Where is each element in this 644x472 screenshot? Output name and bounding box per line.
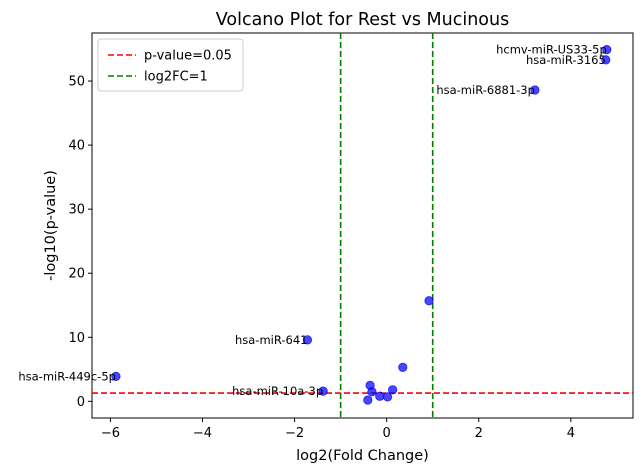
legend-label: p-value=0.05 [144, 49, 232, 64]
data-point [530, 85, 540, 95]
legend-label: log2FC=1 [144, 70, 208, 85]
y-tick-label: 10 [68, 331, 85, 346]
x-tick-label: 2 [475, 426, 483, 441]
data-points [111, 45, 612, 405]
data-point [398, 362, 408, 372]
x-tick-label: 4 [567, 426, 575, 441]
x-tick-label: 0 [383, 426, 391, 441]
point-label: hsa-miR-449c-5p [18, 369, 116, 383]
data-point [388, 385, 398, 395]
chart-title: Volcano Plot for Rest vs Mucinous [216, 10, 509, 30]
data-point [302, 335, 313, 345]
point-label: hsa-miR-641 [235, 333, 308, 347]
data-point [375, 391, 385, 401]
data-point [602, 45, 612, 55]
point-label: hcmv-miR-US33-5p [496, 43, 607, 57]
data-point [367, 387, 377, 397]
y-tick-label: 50 [68, 75, 85, 90]
y-tick-label: 30 [68, 203, 85, 218]
x-axis-ticks: −6 −4 −2 0 2 4 [101, 418, 575, 441]
data-point [601, 55, 611, 65]
x-tick-label: −6 [101, 426, 120, 441]
y-tick-label: 20 [68, 267, 85, 282]
x-axis-label: log2(Fold Change) [296, 448, 429, 464]
x-tick-label: −4 [193, 426, 212, 441]
y-tick-label: 0 [77, 395, 85, 410]
legend: p-value=0.05 log2FC=1 [97, 38, 244, 92]
data-point [318, 386, 328, 396]
point-label: hsa-miR-6881-3p [436, 83, 535, 97]
data-point [424, 296, 434, 306]
point-label: hsa-miR-3165 [526, 53, 606, 67]
data-point [111, 371, 121, 381]
x-tick-label: −2 [285, 426, 304, 441]
plot-area-frame [91, 32, 634, 419]
data-point [363, 395, 373, 405]
data-point [382, 392, 393, 402]
point-label: hsa-miR-10a-3p [232, 384, 323, 398]
y-axis-label: -log10(p-value) [43, 170, 59, 281]
y-tick-label: 40 [68, 139, 85, 154]
legend-box [97, 38, 244, 92]
y-axis-ticks: 0 10 20 30 40 50 [68, 75, 92, 410]
threshold-lines [92, 33, 633, 418]
